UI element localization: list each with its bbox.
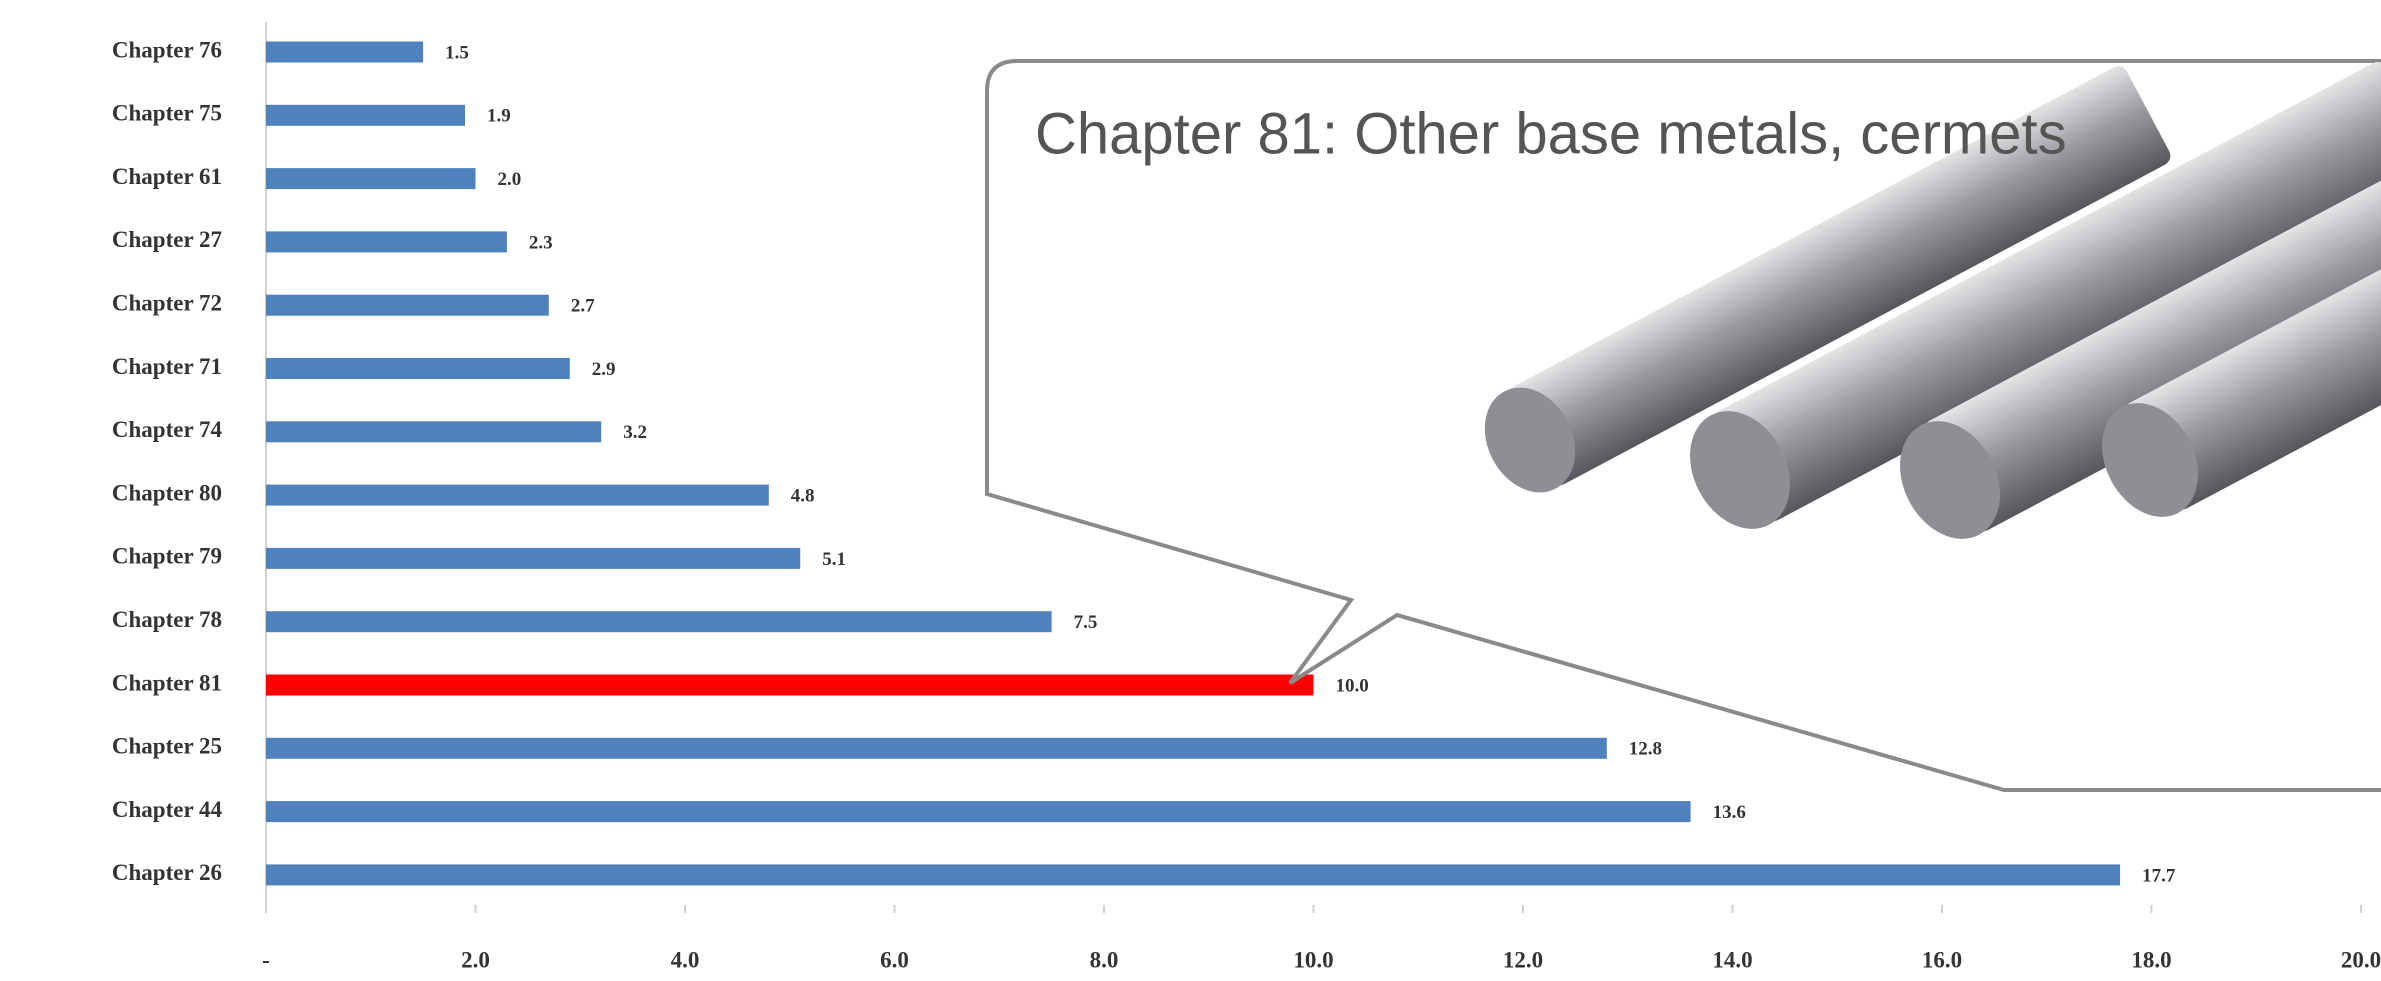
x-tick-label: 16.0 <box>1922 947 1962 972</box>
x-tick-label: 10.0 <box>1293 947 1333 972</box>
value-label: 7.5 <box>1074 612 1098 633</box>
y-tick-label: Chapter 81 <box>112 670 222 695</box>
y-tick-label: Chapter 80 <box>112 480 222 505</box>
x-tick-label: - <box>262 947 270 972</box>
value-label: 12.8 <box>1629 739 1662 760</box>
bar <box>266 674 1314 696</box>
bar <box>266 611 1052 633</box>
value-label: 5.1 <box>822 549 846 570</box>
value-label: 2.0 <box>498 169 522 190</box>
y-tick-label: Chapter 75 <box>112 101 222 126</box>
bar <box>266 864 2121 886</box>
x-tick-label: 4.0 <box>671 947 700 972</box>
y-tick-label: Chapter 79 <box>112 544 222 569</box>
x-tick-label: 20.0 <box>2341 947 2381 972</box>
bar <box>266 168 476 190</box>
bar <box>266 231 507 253</box>
x-tick-label: 18.0 <box>2131 947 2171 972</box>
value-label: 1.5 <box>445 42 469 63</box>
bar <box>266 801 1691 823</box>
y-tick-label: Chapter 71 <box>112 354 222 379</box>
y-tick-label: Chapter 74 <box>112 417 223 442</box>
value-label: 1.9 <box>487 106 511 127</box>
bar <box>266 358 570 379</box>
y-tick-label: Chapter 72 <box>112 290 222 315</box>
annotation: Chapter 81: Other base metals, cermets <box>1035 101 2067 166</box>
x-tick-label: 14.0 <box>1712 947 1752 972</box>
value-label: 13.6 <box>1713 802 1746 823</box>
value-label: 2.9 <box>592 359 616 380</box>
bar <box>266 41 424 63</box>
value-label: 10.0 <box>1336 675 1369 696</box>
y-tick-label: Chapter 78 <box>112 607 222 632</box>
bar <box>266 294 549 316</box>
bar <box>266 737 1607 759</box>
y-tick-label: Chapter 26 <box>112 860 222 885</box>
value-label: 2.7 <box>571 296 595 317</box>
y-tick-label: Chapter 25 <box>112 734 222 759</box>
metal-rods <box>1484 61 2381 539</box>
y-tick-label: Chapter 76 <box>112 37 222 62</box>
callout-box <box>985 59 2381 792</box>
callout: Chapter 81: Other base metals, cermets <box>985 59 2381 792</box>
value-label: 4.8 <box>791 485 815 506</box>
bar <box>266 421 602 443</box>
bar <box>266 484 769 506</box>
y-tick-label: Chapter 61 <box>112 164 222 189</box>
y-tick-label: Chapter 44 <box>112 797 223 822</box>
x-tick-label: 12.0 <box>1503 947 1543 972</box>
bar <box>266 547 801 569</box>
y-tick-label: Chapter 27 <box>112 227 222 252</box>
x-tick-label: 8.0 <box>1090 947 1119 972</box>
bar <box>266 104 466 126</box>
x-tick-label: 6.0 <box>880 947 909 972</box>
value-label: 3.2 <box>623 422 647 443</box>
x-tick-label: 2.0 <box>461 947 490 972</box>
value-label: 2.3 <box>529 232 553 253</box>
value-label: 17.7 <box>2142 865 2176 886</box>
